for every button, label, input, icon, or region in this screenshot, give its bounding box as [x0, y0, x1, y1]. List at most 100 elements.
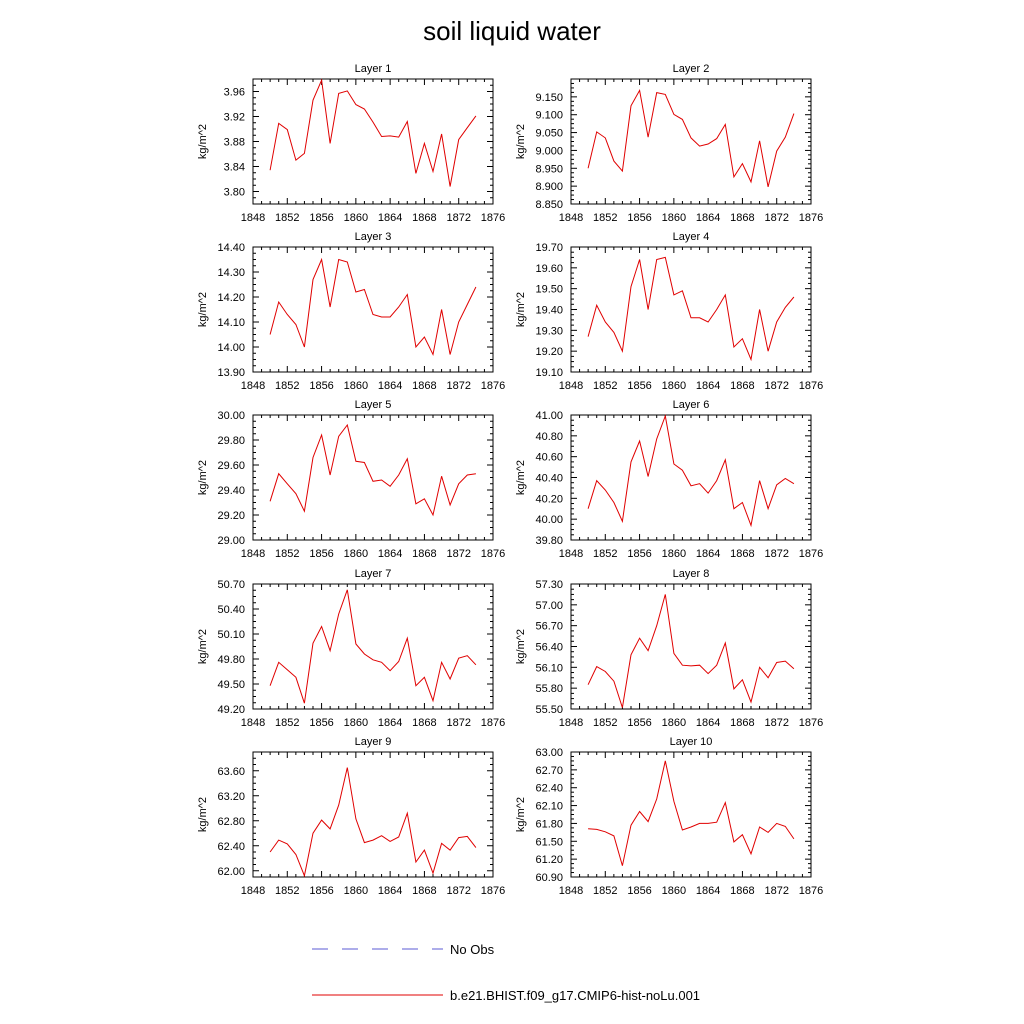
x-tick-label: 1864: [696, 212, 720, 224]
x-tick-label: 1868: [412, 885, 436, 897]
plot-frame: [570, 414, 812, 541]
y-axis-label: kg/m^2: [197, 124, 209, 159]
x-tick-label: 1848: [559, 717, 583, 729]
y-tick-label: 62.80: [217, 816, 245, 828]
y-tick-label: 61.80: [535, 818, 563, 830]
x-tick-label: 1864: [378, 380, 402, 392]
x-tick-label: 1856: [309, 212, 333, 224]
y-tick-label: 40.60: [535, 452, 563, 464]
y-axis-label: kg/m^2: [197, 629, 209, 664]
x-tick-label: 1856: [627, 885, 651, 897]
y-tick-label: 49.80: [217, 654, 245, 666]
y-tick-label: 9.150: [535, 92, 563, 104]
series-line: [588, 760, 795, 866]
panel-title: Layer 3: [355, 231, 392, 243]
y-tick-label: 41.00: [535, 410, 563, 422]
x-tick-label: 1856: [627, 548, 651, 560]
y-tick-label: 56.10: [535, 662, 563, 674]
x-tick-label: 1876: [481, 380, 505, 392]
plot-frame: [252, 78, 494, 205]
x-tick-label: 1864: [696, 717, 720, 729]
x-tick-label: 1868: [412, 212, 436, 224]
x-tick-label: 1864: [378, 548, 402, 560]
y-tick-label: 19.10: [535, 367, 563, 379]
x-tick-label: 1860: [344, 548, 368, 560]
panel-layer-3: Layer 3 kg/m^2 1848 1852 1856 1860 1864 1868 187…: [197, 231, 505, 392]
series-line: [587, 594, 795, 708]
panel-title: Layer 9: [355, 736, 392, 748]
panel-layer-4: Layer 4 kg/m^2 1848 1852 1856 1860 1864 1868 187…: [515, 231, 823, 392]
plot-frame: [570, 246, 812, 373]
panels-grid: Layer 1 kg/m^2 1848 1852 1856 1860 1864 1868 187…: [197, 63, 823, 897]
y-tick-label: 19.20: [535, 346, 563, 358]
y-tick-label: 30.00: [217, 410, 245, 422]
panel-title: Layer 8: [673, 568, 710, 580]
plot-frame: [252, 751, 494, 878]
x-tick-label: 1848: [241, 548, 265, 560]
x-tick-label: 1872: [764, 885, 788, 897]
plot-frame: [252, 583, 494, 710]
y-tick-label: 29.80: [217, 435, 245, 447]
x-tick-label: 1848: [241, 717, 265, 729]
x-tick-label: 1872: [446, 212, 470, 224]
x-tick-label: 1864: [378, 212, 402, 224]
panel-layer-9: Layer 9 kg/m^2 1848 1852 1856 1860 1864 1868 187…: [197, 736, 505, 897]
y-tick-label: 40.00: [535, 514, 563, 526]
x-tick-label: 1872: [764, 380, 788, 392]
series-line: [269, 589, 477, 704]
x-tick-label: 1860: [344, 380, 368, 392]
y-axis-label: kg/m^2: [515, 460, 527, 495]
y-tick-label: 57.00: [535, 600, 563, 612]
x-tick-label: 1848: [559, 885, 583, 897]
x-tick-label: 1868: [730, 548, 754, 560]
x-tick-label: 1876: [481, 212, 505, 224]
panel-title: Layer 7: [355, 568, 392, 580]
y-axis-label: kg/m^2: [515, 124, 527, 159]
panel-layer-5: Layer 5 kg/m^2 1848 1852 1856 1860 1864 1868 187…: [197, 399, 505, 560]
panel-layer-6: Layer 6 kg/m^2 1848 1852 1856 1860 1864 1868 187…: [515, 399, 823, 560]
x-tick-label: 1856: [309, 885, 333, 897]
x-tick-label: 1876: [481, 717, 505, 729]
y-tick-label: 55.50: [535, 704, 563, 716]
y-axis-label: kg/m^2: [515, 292, 527, 327]
x-tick-label: 1860: [662, 717, 686, 729]
x-tick-label: 1860: [344, 717, 368, 729]
y-tick-label: 62.70: [535, 765, 563, 777]
y-tick-label: 9.050: [535, 128, 563, 140]
y-tick-label: 19.30: [535, 325, 563, 337]
x-tick-label: 1852: [593, 548, 617, 560]
x-tick-label: 1860: [662, 885, 686, 897]
y-tick-label: 49.50: [217, 679, 245, 691]
x-tick-label: 1848: [559, 380, 583, 392]
y-tick-label: 29.00: [217, 535, 245, 547]
chart-title: soil liquid water: [423, 16, 601, 46]
y-tick-label: 62.40: [535, 783, 563, 795]
x-tick-label: 1868: [730, 212, 754, 224]
y-tick-label: 55.80: [535, 683, 563, 695]
y-tick-label: 49.20: [217, 704, 245, 716]
y-tick-label: 50.70: [217, 579, 245, 591]
y-tick-label: 56.70: [535, 621, 563, 633]
panel-title: Layer 1: [355, 63, 392, 75]
x-tick-label: 1864: [696, 380, 720, 392]
series-line: [587, 256, 795, 362]
x-tick-label: 1860: [662, 212, 686, 224]
x-tick-label: 1856: [627, 380, 651, 392]
panel-title: Layer 5: [355, 399, 392, 411]
x-tick-label: 1852: [593, 380, 617, 392]
panel-layer-2: Layer 2 kg/m^2 1848 1852 1856 1860 1864 1868 187…: [515, 63, 823, 224]
y-tick-label: 50.10: [217, 629, 245, 641]
y-tick-label: 61.50: [535, 836, 563, 848]
y-tick-label: 62.00: [217, 866, 245, 878]
y-tick-label: 14.20: [217, 292, 245, 304]
y-tick-label: 62.10: [535, 801, 563, 813]
panel-layer-8: Layer 8 kg/m^2 1848 1852 1856 1860 1864 1868 187…: [515, 568, 823, 729]
x-tick-label: 1852: [275, 717, 299, 729]
x-tick-label: 1860: [662, 548, 686, 560]
plot-frame: [252, 246, 494, 373]
legend-label-model-run: b.e21.BHIST.f09_g17.CMIP6-hist-noLu.001: [450, 988, 700, 1003]
y-tick-label: 63.00: [535, 747, 563, 759]
x-tick-label: 1860: [344, 212, 368, 224]
x-tick-label: 1868: [412, 717, 436, 729]
series-line: [269, 78, 477, 187]
